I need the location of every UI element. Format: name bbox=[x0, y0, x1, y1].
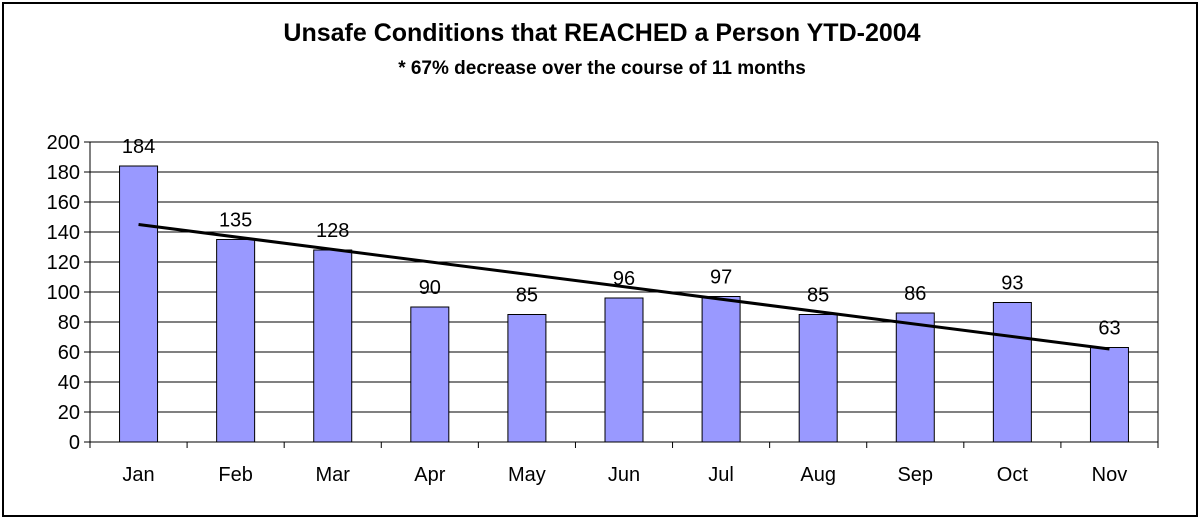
data-label-aug: 85 bbox=[807, 285, 829, 307]
y-tick-label: 40 bbox=[58, 372, 80, 394]
y-tick-label: 100 bbox=[47, 282, 80, 304]
bar-feb bbox=[216, 239, 256, 443]
chart-title: Unsafe Conditions that REACHED a Person … bbox=[283, 19, 920, 47]
bar-jan bbox=[119, 165, 159, 443]
x-tick-label: Mar bbox=[316, 464, 351, 486]
bar-sep bbox=[895, 312, 935, 443]
bar-nov bbox=[1089, 347, 1129, 443]
data-label-apr: 90 bbox=[419, 277, 441, 299]
x-tick-label: Aug bbox=[800, 464, 836, 486]
x-tick-label: Feb bbox=[218, 464, 252, 486]
data-labels: 184 135 128 90 85 96 97 85 86 93 63 bbox=[122, 136, 1121, 340]
data-label-jan: 184 bbox=[122, 136, 155, 158]
x-tick-label: Sep bbox=[897, 464, 933, 486]
bar-oct bbox=[992, 302, 1032, 443]
x-tick-label: Jul bbox=[708, 464, 734, 486]
gridlines bbox=[90, 141, 1159, 442]
data-label-may: 85 bbox=[516, 285, 538, 307]
data-label-oct: 93 bbox=[1001, 273, 1023, 295]
bar-mar bbox=[313, 249, 353, 443]
y-tick-label: 120 bbox=[47, 252, 80, 274]
trendline bbox=[138, 223, 1110, 351]
chart-subtitle: * 67% decrease over the course of 11 mon… bbox=[398, 58, 806, 79]
data-label-jun: 96 bbox=[613, 268, 635, 290]
y-tick-label: 0 bbox=[69, 432, 80, 454]
data-label-sep: 86 bbox=[904, 283, 926, 305]
data-label-mar: 128 bbox=[316, 220, 349, 242]
y-axis: 0 20 40 60 80 100 120 140 160 180 200 bbox=[47, 132, 1158, 454]
data-label-feb: 135 bbox=[219, 210, 252, 232]
x-axis: Jan Feb Mar Apr May Jun Jul Aug Sep Oct Nov bbox=[89, 442, 1159, 486]
y-tick-label: 160 bbox=[47, 192, 80, 214]
bar-may bbox=[507, 314, 547, 443]
x-tick-label: Jun bbox=[608, 464, 640, 486]
x-tick-label: Nov bbox=[1092, 464, 1128, 486]
x-tick-label: Jan bbox=[122, 464, 154, 486]
bar-jul bbox=[701, 296, 741, 443]
bar-aug bbox=[798, 314, 838, 443]
y-tick-label: 200 bbox=[47, 132, 80, 154]
bar-jun bbox=[604, 297, 644, 443]
y-tick-label: 140 bbox=[47, 222, 80, 244]
y-tick-label: 180 bbox=[47, 162, 80, 184]
y-tick-label: 80 bbox=[58, 312, 80, 334]
y-tick-label: 60 bbox=[58, 342, 80, 364]
y-tick-label: 20 bbox=[58, 402, 80, 424]
bars bbox=[119, 165, 1129, 443]
x-tick-label: Apr bbox=[414, 464, 445, 486]
data-label-nov: 63 bbox=[1098, 318, 1120, 340]
x-tick-label: Oct bbox=[997, 464, 1029, 486]
trendline-group bbox=[138, 223, 1110, 351]
x-tick-label: May bbox=[508, 464, 546, 486]
bar-apr bbox=[410, 306, 450, 443]
data-label-jul: 97 bbox=[710, 267, 732, 289]
